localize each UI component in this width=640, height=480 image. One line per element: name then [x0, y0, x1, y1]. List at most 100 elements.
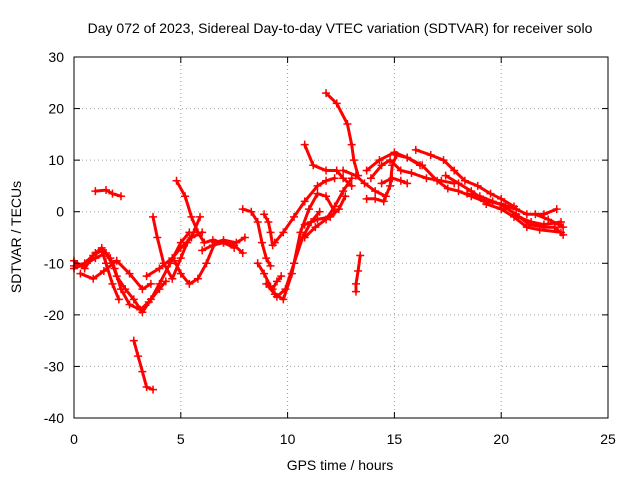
data-point	[499, 202, 508, 211]
data-point	[155, 285, 164, 294]
data-point	[170, 256, 179, 265]
x-tick-label: 5	[177, 431, 185, 447]
x-tick-label: 15	[387, 431, 403, 447]
series-trace	[303, 176, 354, 239]
data-point	[97, 246, 106, 255]
series-trace	[72, 230, 191, 314]
data-point	[339, 166, 348, 175]
data-point	[102, 186, 111, 195]
data-point	[531, 210, 540, 219]
data-point	[172, 176, 181, 185]
series-trace	[145, 230, 204, 278]
data-point	[260, 269, 269, 278]
data-point	[407, 169, 416, 178]
series-arc-16	[270, 174, 339, 247]
data-point	[330, 174, 339, 183]
data-point	[422, 174, 431, 183]
data-point	[371, 187, 380, 196]
series-arc-21	[300, 140, 356, 190]
series-trace	[93, 188, 123, 198]
data-point	[524, 220, 533, 229]
plot-area	[70, 89, 568, 394]
data-point	[360, 179, 369, 188]
x-tick-label: 10	[280, 431, 296, 447]
data-point	[134, 352, 143, 361]
data-point	[125, 269, 134, 278]
data-point	[403, 153, 412, 162]
data-point	[339, 187, 348, 196]
data-point	[300, 140, 309, 149]
data-point	[138, 285, 147, 294]
data-point	[193, 274, 202, 283]
data-point	[552, 205, 561, 214]
data-point	[198, 246, 207, 255]
data-point	[315, 207, 324, 216]
x-tick-labels: 0 5 10 15 20 25	[70, 431, 616, 447]
data-point	[343, 120, 352, 129]
data-point	[176, 269, 185, 278]
data-point	[76, 269, 85, 278]
y-tick-label: -30	[44, 358, 64, 374]
series-arc-14	[262, 189, 339, 304]
data-point	[550, 223, 559, 232]
data-point	[437, 176, 446, 185]
data-point	[396, 176, 405, 185]
data-point	[482, 199, 491, 208]
data-point	[161, 277, 170, 286]
data-point	[559, 230, 568, 239]
data-point	[439, 156, 448, 165]
data-point	[347, 181, 356, 190]
data-point	[266, 261, 275, 270]
data-point	[287, 269, 296, 278]
data-point	[322, 176, 331, 185]
data-point	[116, 285, 125, 294]
series-arc-32	[499, 202, 568, 239]
data-point	[129, 295, 138, 304]
data-point	[443, 184, 452, 193]
data-point	[300, 220, 309, 229]
y-tick-label: 0	[56, 204, 64, 220]
data-point	[247, 207, 256, 216]
data-point	[279, 295, 288, 304]
y-tick-labels: -40 -30 -20 -10 0 10 20 30	[44, 49, 64, 426]
data-point	[240, 233, 249, 242]
series-arc-5	[91, 186, 125, 201]
series-trace	[132, 339, 155, 392]
data-point	[392, 150, 401, 159]
data-point	[262, 254, 271, 263]
data-point	[559, 223, 568, 232]
data-point	[332, 99, 341, 108]
series-arc-10	[170, 233, 249, 288]
data-point	[168, 274, 177, 283]
data-point	[187, 212, 196, 221]
data-point	[208, 241, 217, 250]
data-point	[187, 233, 196, 242]
data-point	[155, 264, 164, 273]
y-axis-label: SDTVAR / TECUs	[8, 181, 24, 293]
data-point	[554, 220, 563, 229]
data-point	[200, 238, 209, 247]
data-point	[253, 218, 262, 227]
series-arc-20	[322, 89, 363, 180]
x-tick-label: 20	[493, 431, 509, 447]
data-point	[153, 233, 162, 242]
data-point	[460, 176, 469, 185]
data-point	[375, 156, 384, 165]
y-tick-label: -20	[44, 307, 64, 323]
data-point	[403, 179, 412, 188]
data-point	[277, 272, 286, 281]
data-point	[539, 223, 548, 232]
data-point	[300, 197, 309, 206]
series-arc-2	[70, 248, 170, 314]
data-point	[193, 228, 202, 237]
data-point	[313, 181, 322, 190]
data-point	[416, 161, 425, 170]
chart-title: Day 072 of 2023, Sidereal Day-to-day VTE…	[88, 20, 593, 36]
data-point	[379, 197, 388, 206]
y-tick-label: 30	[48, 49, 64, 65]
y-tick-label: 10	[48, 152, 64, 168]
data-point	[219, 238, 228, 247]
data-point	[266, 228, 275, 237]
data-point	[349, 156, 358, 165]
